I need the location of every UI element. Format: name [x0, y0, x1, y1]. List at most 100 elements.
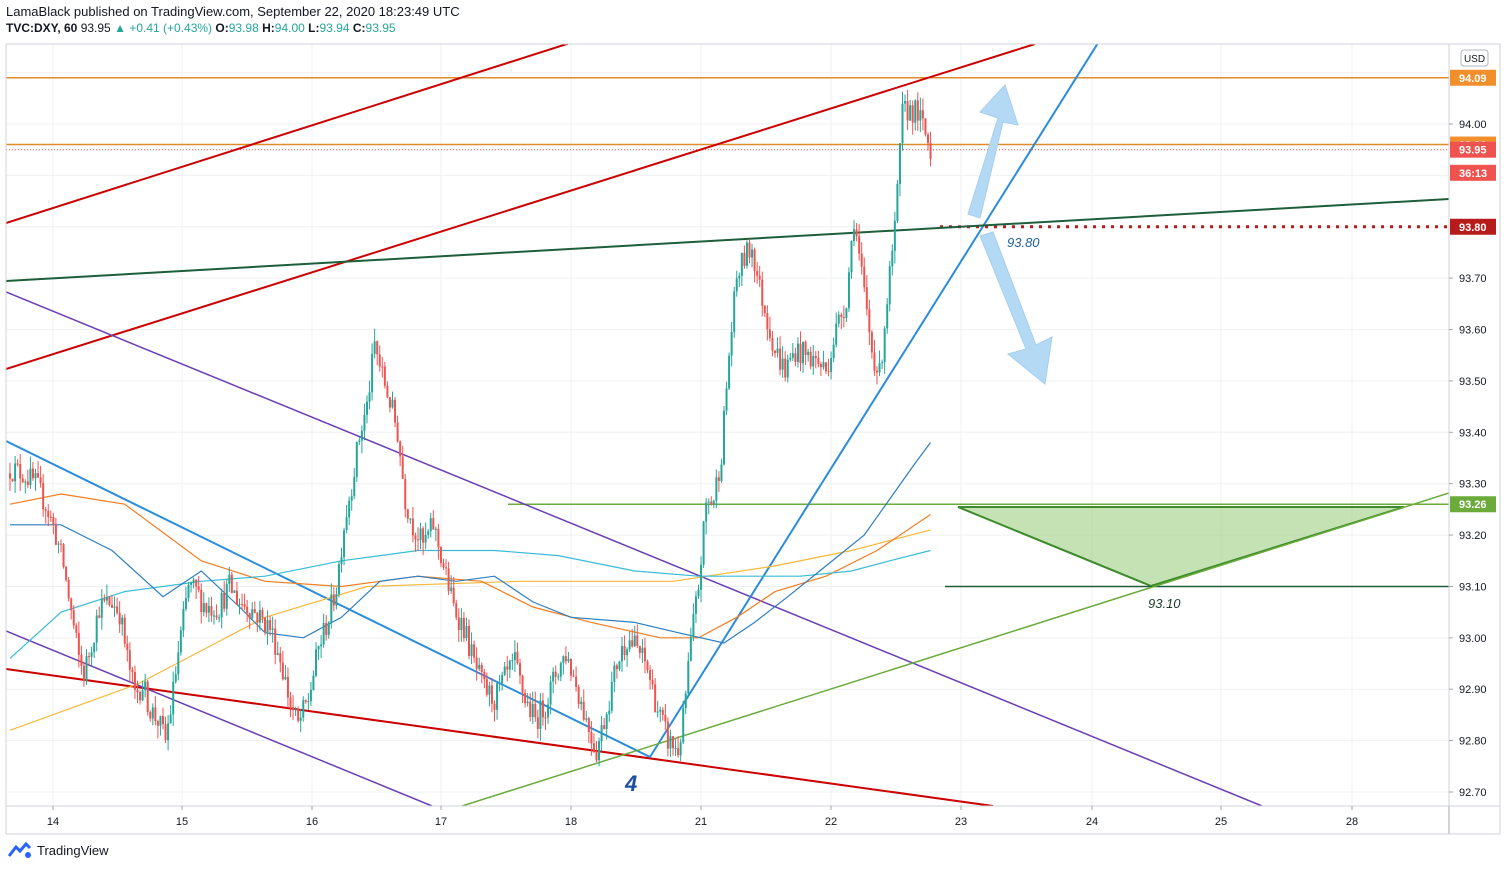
candle: [340, 547, 343, 573]
candle-body: [44, 509, 47, 511]
candle-body: [235, 590, 238, 605]
candle: [470, 632, 473, 664]
candle: [460, 608, 463, 642]
candle: [603, 718, 606, 730]
candle: [434, 526, 437, 542]
candle-body: [411, 518, 414, 536]
candle: [131, 666, 134, 682]
y-tick-label: 93.00: [1459, 633, 1487, 645]
candle: [151, 703, 154, 726]
y-tick-label: 93.70: [1459, 273, 1487, 285]
purple-channel-upper: [6, 291, 1263, 806]
candle: [814, 351, 817, 369]
candle-body: [62, 544, 65, 567]
candle: [261, 607, 264, 624]
candle: [75, 623, 78, 639]
candle: [72, 605, 75, 630]
candle-body: [373, 341, 376, 354]
candle: [694, 591, 697, 623]
candle-body: [888, 266, 891, 305]
candle: [182, 601, 185, 638]
candle: [437, 523, 440, 560]
candle-body: [649, 669, 652, 680]
candle-body: [725, 388, 728, 411]
candle-body: [485, 679, 488, 695]
candle: [740, 252, 743, 286]
candle: [784, 351, 787, 382]
candle-body: [470, 644, 473, 656]
candle-body: [317, 646, 320, 650]
candle-body: [154, 707, 157, 722]
candle-body: [47, 510, 50, 517]
candle-body: [804, 341, 807, 355]
candle-body: [891, 250, 894, 267]
candle-body: [401, 456, 404, 479]
candle: [804, 340, 807, 365]
candle: [241, 593, 244, 610]
candle-body: [177, 652, 180, 675]
candle-body: [325, 623, 328, 635]
candle-body: [898, 143, 901, 184]
candle-body: [151, 707, 154, 719]
candle-body: [348, 500, 351, 518]
candle-body: [914, 100, 917, 123]
candle: [615, 663, 618, 679]
price-tag-label: 36:13: [1459, 168, 1487, 180]
candle: [766, 305, 769, 341]
candle: [845, 307, 848, 323]
candle-body: [628, 640, 631, 650]
candle-body: [172, 681, 175, 715]
candle-body: [506, 666, 509, 670]
candle: [692, 603, 695, 642]
candle-body: [519, 663, 521, 676]
candle: [488, 681, 491, 707]
candle-body: [847, 272, 850, 309]
candle: [16, 459, 19, 467]
candle-body: [404, 478, 407, 510]
candle-body: [312, 675, 315, 690]
candle: [246, 600, 249, 623]
candle-body: [564, 656, 567, 662]
candle-body: [128, 650, 131, 670]
candle: [776, 337, 779, 358]
candle: [919, 97, 922, 133]
candle: [95, 609, 98, 652]
candle: [248, 612, 251, 630]
candle: [65, 565, 68, 582]
candle-body: [873, 352, 876, 371]
candle: [575, 666, 578, 692]
candle: [113, 596, 116, 617]
candle-body: [52, 516, 55, 525]
candle: [409, 518, 412, 524]
candle: [118, 601, 121, 633]
candle: [646, 659, 649, 673]
candle-body: [924, 118, 927, 135]
candle: [21, 474, 24, 483]
candle: [544, 711, 547, 731]
candle-body: [371, 353, 374, 393]
x-tick-label: 23: [955, 816, 967, 828]
candle-body: [65, 566, 68, 580]
candle-body: [626, 649, 629, 656]
candle: [266, 610, 269, 645]
candle-body: [822, 362, 825, 368]
candle-body: [733, 291, 736, 333]
last-price: 93.95: [80, 21, 111, 35]
candle-body: [631, 640, 634, 647]
candle-body: [853, 229, 856, 242]
candle: [794, 347, 797, 367]
candle-body: [445, 567, 448, 569]
candle-body: [264, 617, 266, 633]
y-tick-label: 93.30: [1459, 479, 1487, 491]
candle-body: [549, 681, 552, 705]
candle-body: [702, 521, 705, 565]
price-tag-label: 93.26: [1459, 499, 1487, 511]
candle: [146, 679, 149, 716]
candle-body: [302, 700, 305, 718]
candle-body: [139, 692, 142, 701]
candle: [534, 691, 537, 722]
candle-body: [159, 715, 162, 726]
candle: [674, 738, 677, 756]
candle: [70, 597, 73, 620]
